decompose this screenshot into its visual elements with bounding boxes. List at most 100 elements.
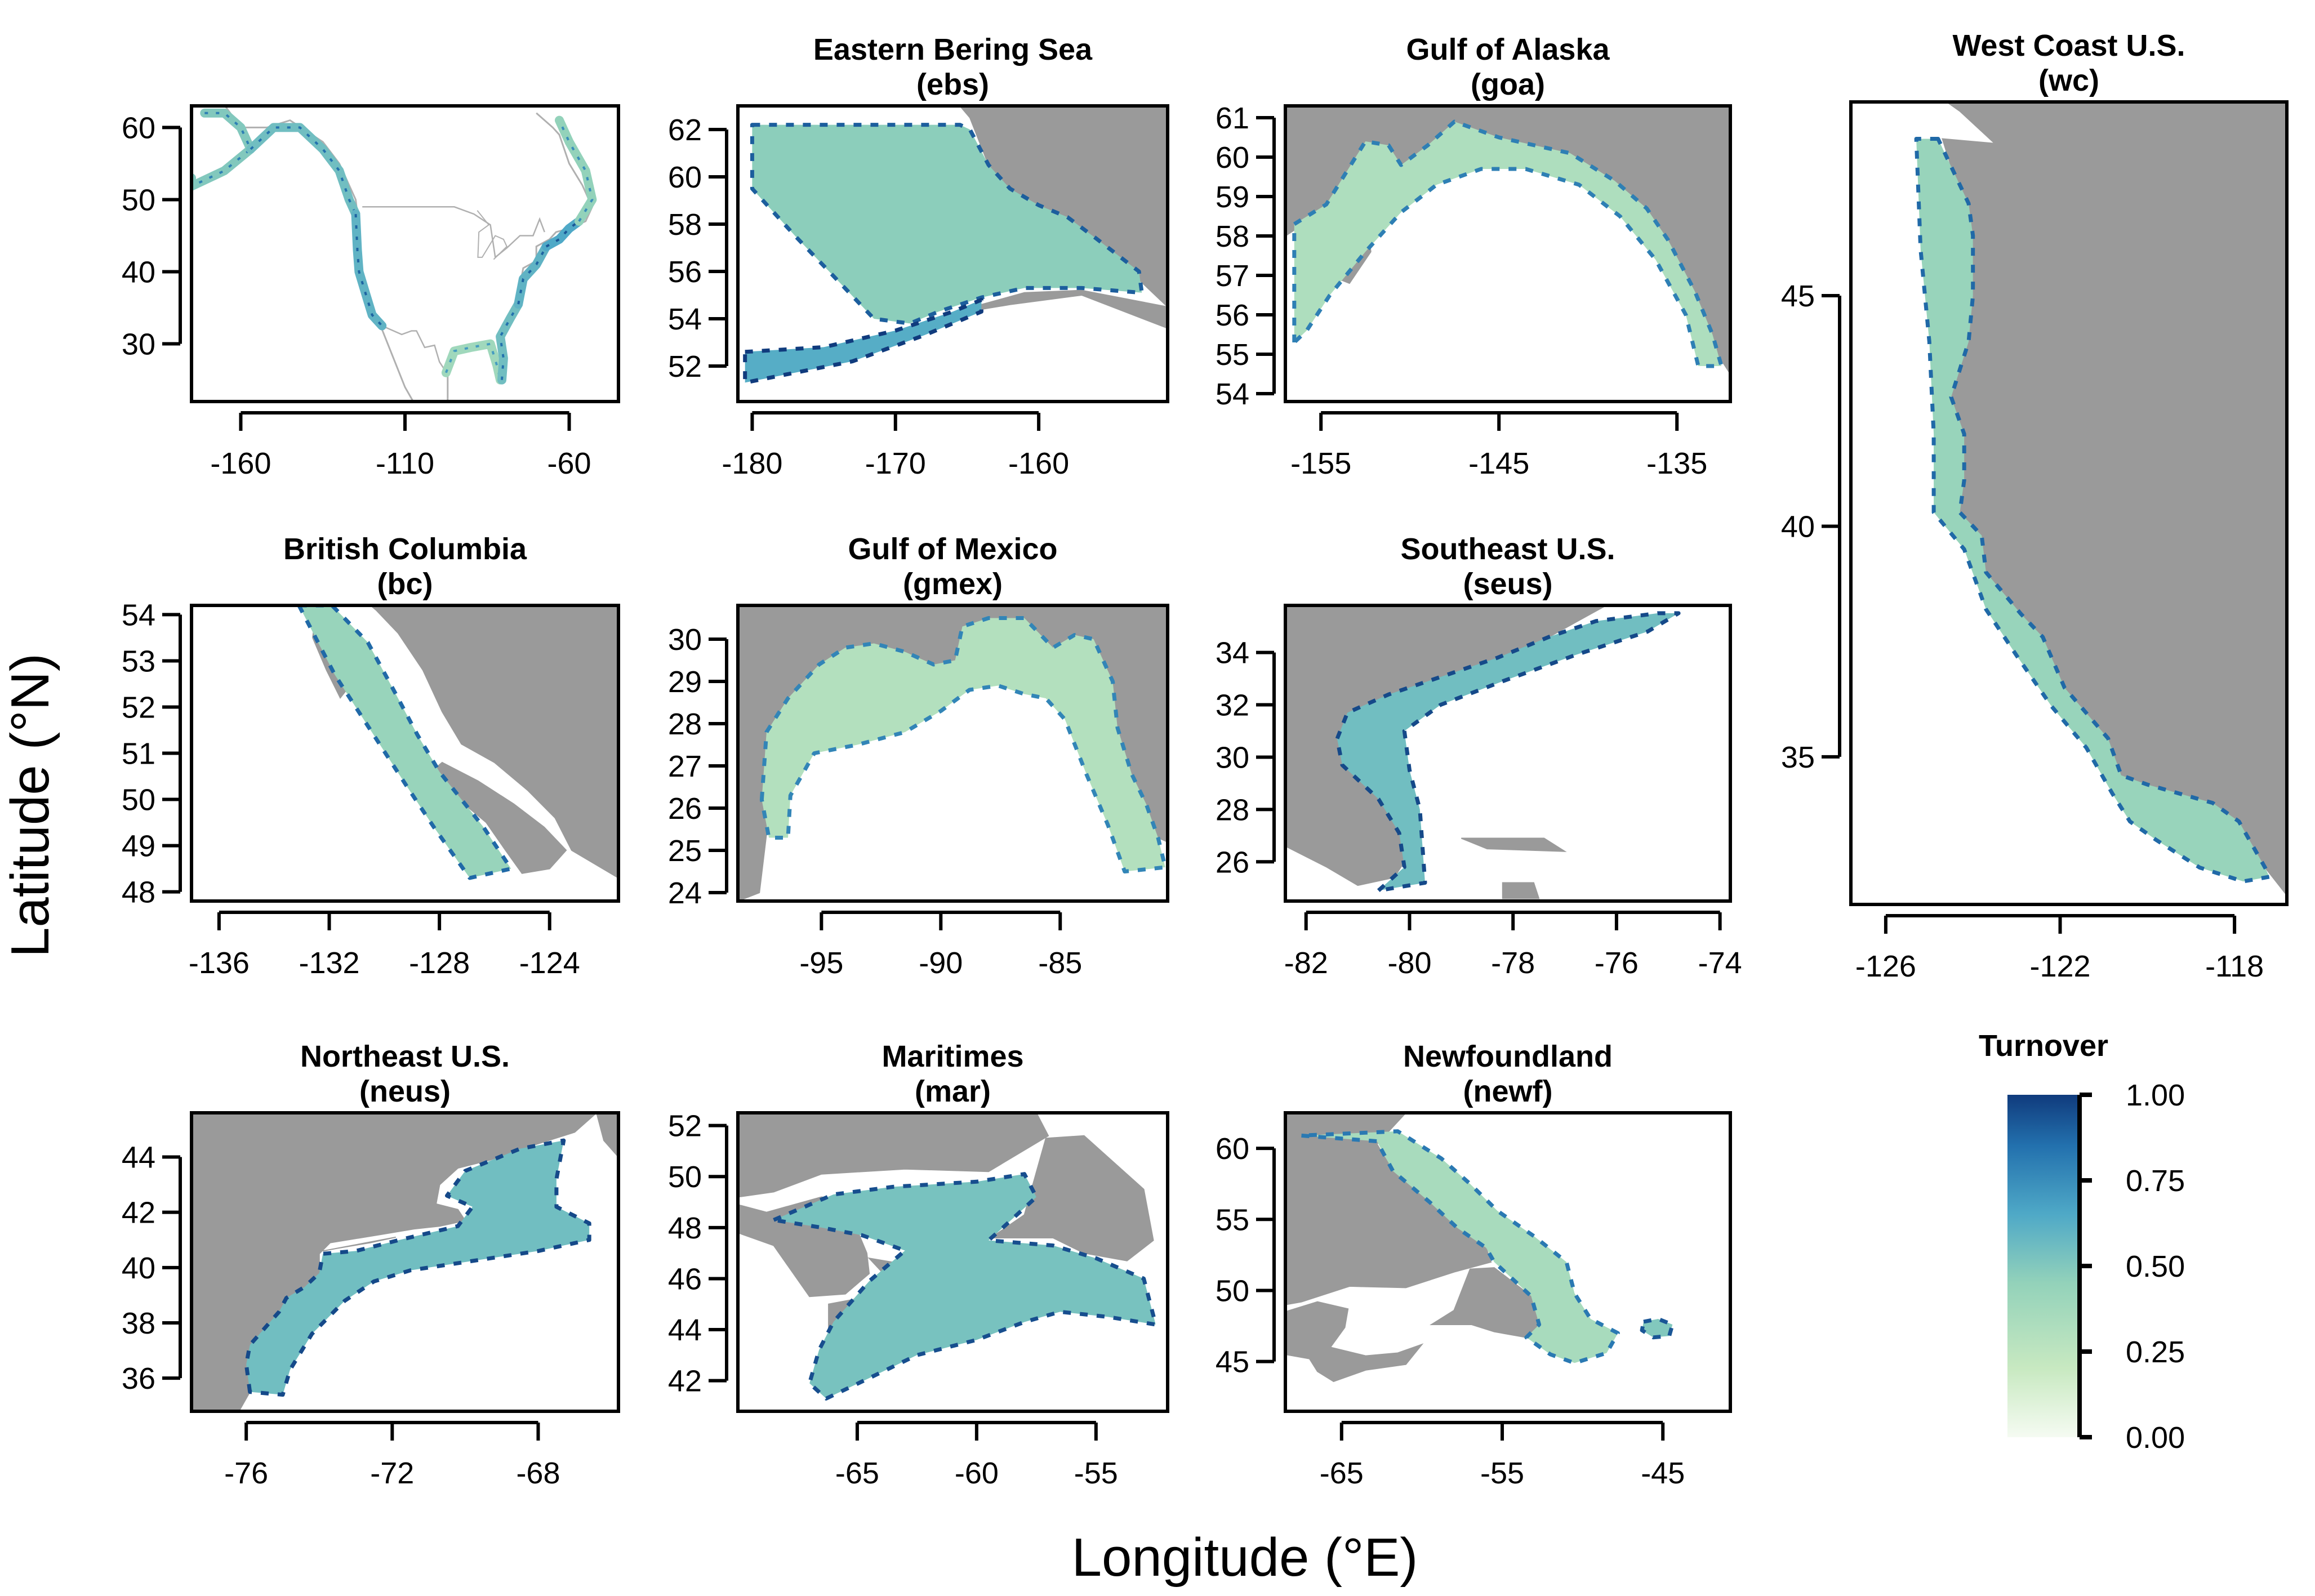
panel-title: Eastern Bering Sea [813,33,1093,66]
x-tick-label: -85 [1038,946,1082,980]
x-tick-label: -136 [189,946,250,980]
y-tick-label: 28 [668,707,702,741]
survey-region-shelf [772,1172,1158,1401]
panel-subtitle: (gmex) [903,567,1003,601]
legend-colorbar [2007,1095,2080,1437]
map-panel: Newfoundland(newf) -65 -55 -45 45 50 55 60 [1216,1040,1732,1490]
map-area [738,106,1168,402]
x-tick-label: -55 [1074,1456,1118,1490]
x-tick-label: -65 [835,1456,879,1490]
map-area [192,1113,618,1411]
survey-region-gmex [441,339,505,385]
x-tick-label: -170 [865,447,926,480]
x-tick-label: -132 [299,946,359,980]
map-panel: Northeast U.S.(neus) -76 -72 -68 36 38 40 42 44 [122,1040,620,1490]
panel-subtitle: (goa) [1471,68,1545,101]
map-area [1285,106,1730,402]
land-mass [1502,882,1540,899]
y-tick-label: 55 [1216,1203,1249,1237]
y-tick-label: 50 [122,783,155,817]
x-tick-label: -76 [1595,946,1639,980]
survey-region-flemish-cap [1640,1317,1675,1340]
x-tick-label: -160 [210,447,271,480]
y-tick-label: 42 [668,1365,702,1398]
land-mass [738,1113,1049,1198]
survey-region-edge [250,126,357,215]
map-panel: Eastern Bering Sea(ebs) -180 -170 -160 52 54 5… [668,33,1169,480]
lake-outline [477,210,508,260]
y-tick-label: 60 [1216,1132,1249,1166]
legend-tick-label: 1.00 [2126,1078,2185,1112]
survey-region-shelf [1292,119,1724,368]
panel-subtitle: (newf) [1463,1075,1553,1108]
panel-frame [190,104,620,403]
y-tick-label: 38 [122,1307,155,1340]
panel-title: Gulf of Alaska [1406,33,1610,66]
x-tick-label: -68 [516,1456,560,1490]
y-tick-label: 61 [1216,101,1249,135]
y-tick-label: 58 [668,208,702,242]
x-tick-label: -80 [1387,946,1431,980]
y-tick-label: 35 [1781,741,1815,774]
y-tick-label: 48 [122,876,155,910]
y-tick-label: 56 [668,255,702,289]
y-tick-label: 59 [1216,180,1249,214]
panel-title: Maritimes [882,1040,1023,1073]
y-tick-label: 54 [668,302,702,336]
map-area [192,106,618,402]
panel-title: Newfoundland [1403,1040,1613,1073]
y-tick-label: 48 [668,1211,702,1245]
y-tick-label: 51 [122,737,155,771]
border-line [381,325,448,374]
y-tick-label: 56 [1216,298,1249,332]
legend: Turnover 1.00 0.75 0.50 0.25 0.00 [1979,1029,2185,1455]
survey-region-shelf [759,616,1168,873]
survey-region-aleutians [743,297,983,385]
survey-region-shelf [1914,137,2272,884]
panel-frame [1284,604,1732,903]
map-panel: West Coast U.S.(wc) -126 -122 -118 35 40 45 [1781,29,2289,983]
x-tick-label: -90 [919,946,963,980]
map-area [192,605,618,901]
y-axis-label: Latitude (°N) [0,653,60,957]
survey-region-edge [545,220,580,248]
map-area [738,1113,1168,1411]
y-tick-label: 55 [1216,338,1249,372]
x-tick-label: -145 [1468,447,1529,480]
x-tick-label: -78 [1491,946,1535,980]
y-tick-label: 34 [1216,636,1249,670]
legend-tick-label: 0.75 [2126,1164,2185,1198]
y-tick-label: 42 [122,1196,155,1230]
panel-frame [190,604,620,903]
survey-region-shelf [750,123,1144,326]
y-tick-label: 27 [668,750,702,783]
y-tick-label: 52 [668,350,702,384]
y-tick-label: 49 [122,830,155,863]
survey-region-shelf [297,605,513,880]
y-tick-label: 44 [122,1141,155,1175]
map-area [738,605,1168,901]
map-area [1285,1113,1730,1411]
land-mass [369,605,618,879]
map-panel: Southeast U.S.(seus) -82 -80 -78 -76 -74 26 28 3… [1216,532,1742,980]
y-tick-label: 45 [1781,279,1815,313]
x-tick-label: -82 [1284,946,1328,980]
y-tick-label: 36 [122,1362,155,1396]
y-tick-label: 24 [668,876,702,910]
x-tick-label: -65 [1320,1456,1364,1490]
x-tick-label: -155 [1290,447,1351,480]
y-tick-label: 45 [1216,1345,1249,1379]
panel-frame [1284,1111,1732,1413]
legend-tick-label: 0.50 [2126,1250,2185,1283]
x-tick-label: -126 [1855,949,1916,983]
y-tick-label: 50 [122,183,155,217]
map-panel: Gulf of Alaska(goa) -155 -145 -135 54 55 56 57 5… [1216,33,1732,480]
y-tick-label: 50 [1216,1274,1249,1308]
panel-frame [736,104,1169,403]
x-tick-label: -110 [376,447,434,480]
y-tick-label: 30 [122,328,155,362]
panel-frame [1284,104,1732,403]
panel-frame [736,604,1169,903]
survey-region-edge [499,304,519,380]
